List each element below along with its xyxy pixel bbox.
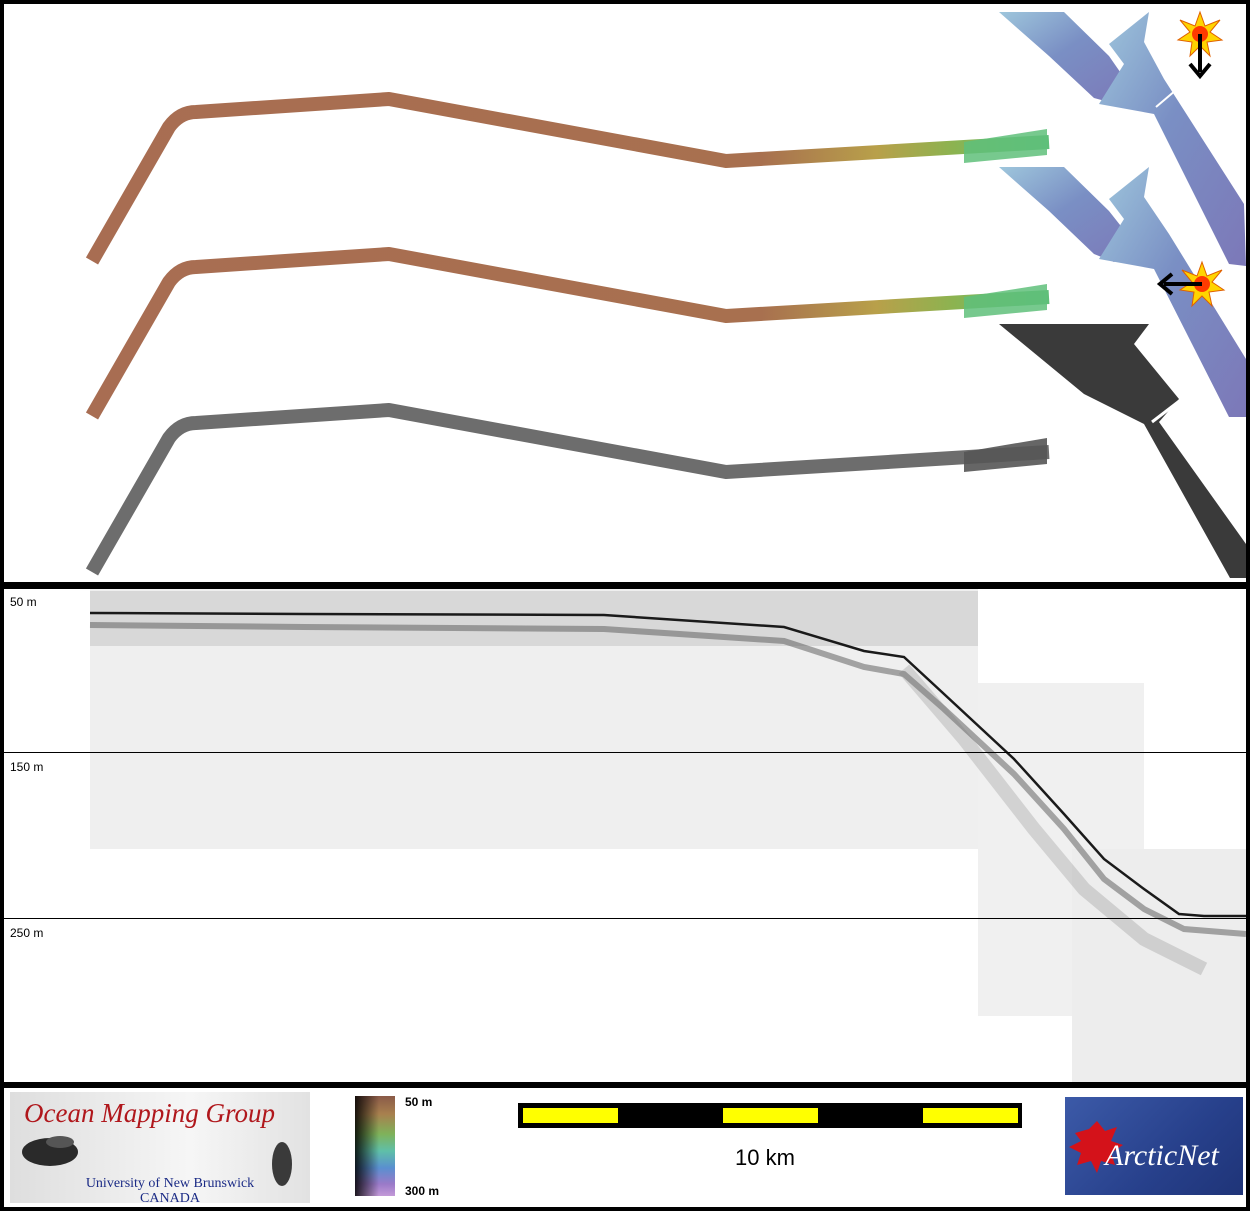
omg-university: University of New Brunswick <box>85 1176 255 1191</box>
seismic-profile-panel: 50 m 150 m 250 m <box>4 589 1246 1082</box>
seismic-profile-image <box>89 589 1246 1082</box>
arrow-left-icon <box>1156 272 1202 296</box>
bathymetry-track-2 <box>85 247 1050 420</box>
scale-bar-label: 10 km <box>735 1145 795 1170</box>
map-panel <box>4 4 1246 582</box>
bathymetry-track-1 <box>85 92 1050 265</box>
swath-blue-top <box>999 12 1134 104</box>
bathymetry-track-1-end <box>964 129 1047 163</box>
arcticnet-text: ArcticNet <box>1105 1139 1219 1172</box>
swath-blue-middle <box>999 167 1139 262</box>
maple-leaf-icon <box>1069 1121 1123 1173</box>
backscatter-track-end <box>964 438 1047 472</box>
scale-segment <box>723 1108 818 1123</box>
swath-grey <box>999 324 1246 578</box>
depth-label-150: 150 m <box>10 760 44 774</box>
omg-title: Ocean Mapping Group <box>24 1098 275 1128</box>
omg-country: CANADA <box>140 1191 200 1206</box>
omg-logo-graphic <box>22 1136 292 1186</box>
map-tracks <box>85 10 1246 578</box>
depth-line-250 <box>4 918 1246 919</box>
arrow-down-icon <box>1188 34 1212 80</box>
depth-label-50: 50 m <box>10 595 37 609</box>
bathymetry-track-2-end <box>964 284 1047 318</box>
depth-label-250: 250 m <box>10 926 44 940</box>
swath-blue-top-main <box>1099 12 1246 266</box>
arcticnet-logo: ArcticNet <box>1065 1097 1243 1195</box>
scale-segment <box>923 1108 1018 1123</box>
backscatter-track <box>85 403 1050 576</box>
depth-colorbar <box>355 1096 395 1196</box>
colorbar-bottom-label: 300 m <box>405 1184 440 1198</box>
depth-line-150 <box>4 752 1246 753</box>
scale-segment <box>523 1108 618 1123</box>
omg-logo: Ocean Mapping Group University of New Br… <box>10 1092 310 1206</box>
legend-footer: Ocean Mapping Group University of New Br… <box>4 1088 1246 1207</box>
colorbar-top-label: 50 m <box>405 1095 433 1109</box>
scale-bar <box>518 1103 1022 1128</box>
